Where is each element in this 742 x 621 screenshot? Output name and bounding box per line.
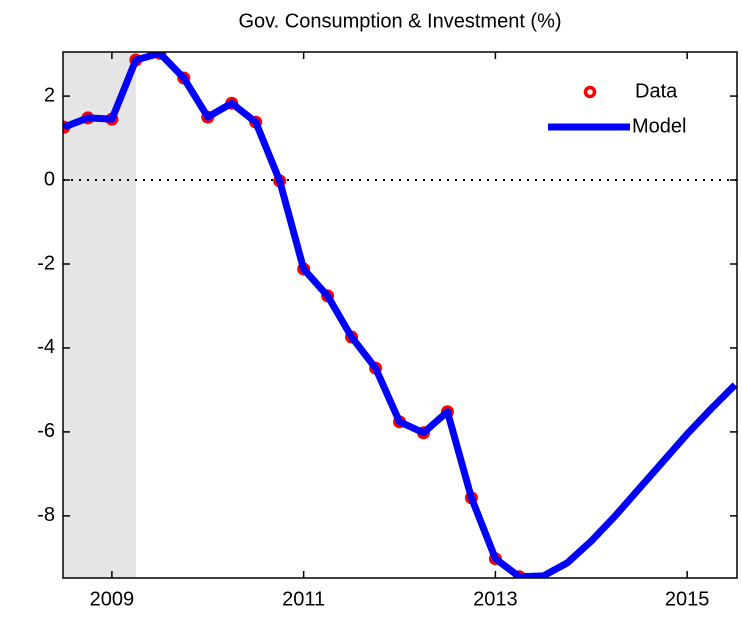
recession-shade	[63, 52, 136, 578]
x-tick-label: 2013	[473, 588, 518, 610]
y-tick-label: -6	[37, 420, 55, 442]
legend: Data Model	[548, 80, 686, 137]
y-tick-label: 2	[44, 84, 55, 106]
x-tick-label: 2015	[665, 588, 710, 610]
y-tick-label: 0	[44, 168, 55, 190]
legend-label: Data	[635, 80, 678, 102]
legend-label: Model	[632, 115, 686, 137]
legend-marker	[583, 85, 597, 99]
x-tick-label: 2011	[282, 588, 325, 610]
axes-frame	[62, 51, 738, 579]
plot-area	[63, 52, 737, 578]
y-tick-label: -2	[37, 252, 55, 274]
model-line	[63, 52, 737, 578]
axes: -8 -6 -4 -2 0 2 2009 2011 2013 2015	[37, 51, 738, 610]
y-tick-label: -8	[37, 504, 55, 526]
y-tick-label: -4	[37, 336, 55, 358]
chart-title: Gov. Consumption & Investment (%)	[238, 10, 561, 32]
x-tick-label: 2009	[90, 588, 135, 610]
